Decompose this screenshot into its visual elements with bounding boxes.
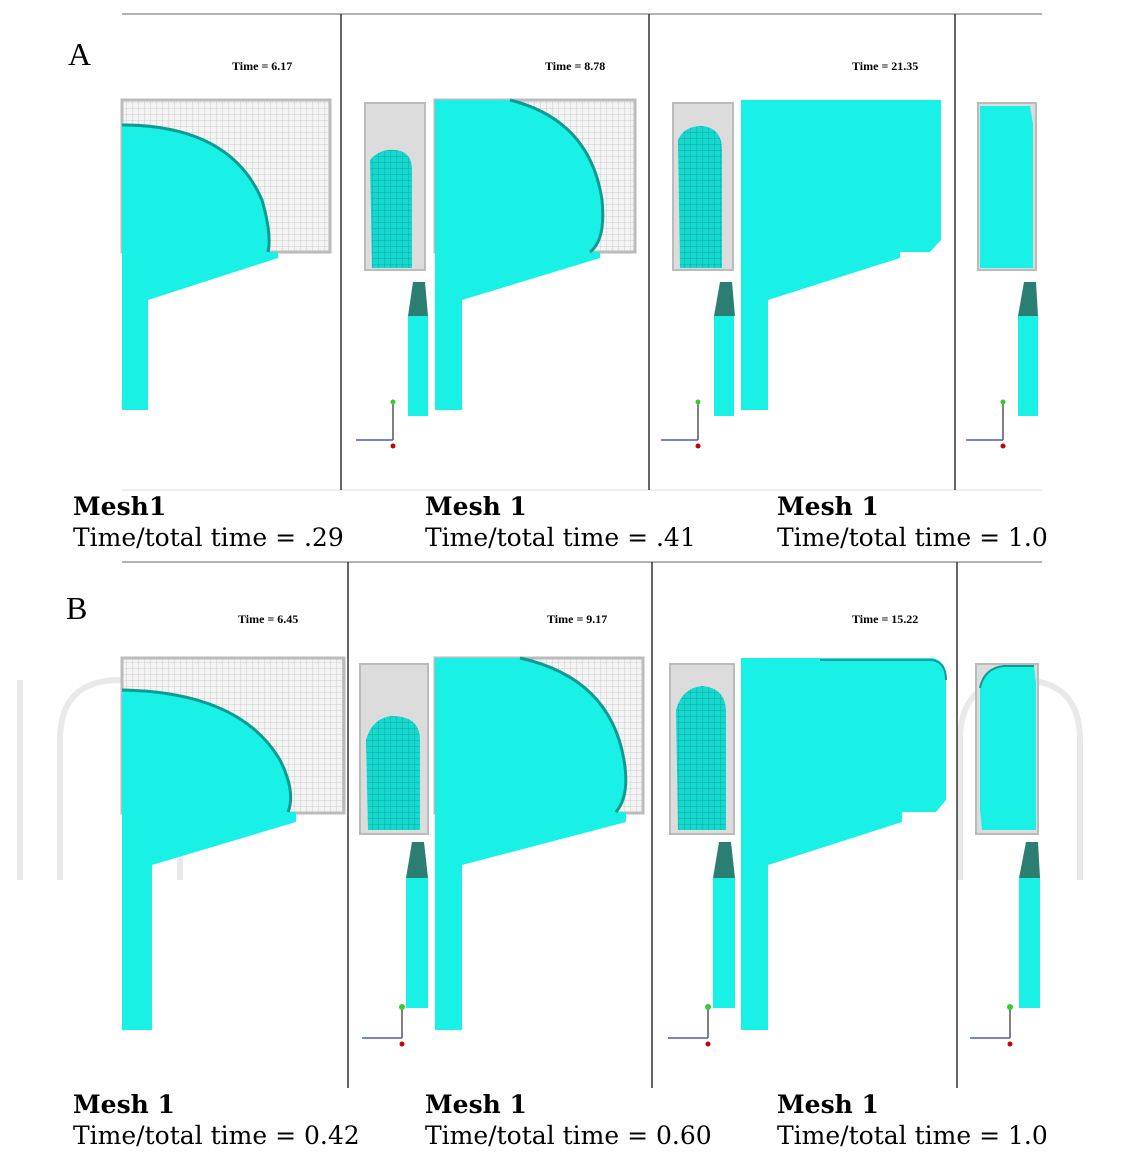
axis-triad-icon — [362, 1004, 405, 1047]
time-label: Time = 15.22 — [852, 612, 918, 626]
mold-cavity-side — [364, 102, 426, 271]
mold-cavity-side — [669, 663, 735, 835]
caption-time-ratio: Time/total time = .29 — [73, 522, 344, 552]
axis-triad-icon — [966, 399, 1006, 449]
mold-cavity-side — [975, 663, 1039, 835]
caption-time-ratio: Time/total time = 1.0 — [777, 522, 1048, 552]
feed-runner — [1018, 282, 1038, 416]
time-label: Time = 6.17 — [232, 59, 292, 73]
panel-label-b: B — [66, 590, 88, 626]
mold-cavity-side — [977, 102, 1037, 271]
fluid-front — [741, 658, 947, 1030]
simulation-strip-a: Time = 6.17 Time = 8.78 Time = 21.35 — [120, 13, 1042, 491]
figure-b: B Time = 6.45 Time = 9.17 Time = 15.22 — [0, 560, 1145, 1158]
feed-runner — [1019, 842, 1040, 1008]
caption-time-ratio: Time/total time = 0.60 — [425, 1120, 712, 1150]
caption-mesh: Mesh1 — [73, 492, 167, 521]
fluid-front — [121, 123, 278, 410]
mold-cavity-side — [672, 102, 734, 271]
time-label: Time = 6.45 — [238, 612, 298, 626]
caption-time-ratio: Time/total time = 0.42 — [73, 1120, 360, 1150]
mold-cavity-side — [359, 663, 429, 835]
frame-caption: Mesh 1 Time/total time = 1.0 — [777, 492, 1048, 553]
feed-runner — [714, 282, 735, 416]
time-label: Time = 21.35 — [852, 59, 918, 73]
time-label: Time = 8.78 — [545, 59, 605, 73]
axis-triad-icon — [356, 399, 396, 449]
frame-caption: Mesh 1 Time/total time = 0.42 — [73, 1090, 360, 1151]
feed-runner — [713, 842, 735, 1008]
caption-mesh: Mesh 1 — [425, 1090, 527, 1119]
axis-triad-icon — [668, 1004, 711, 1047]
frame-caption: Mesh 1 Time/total time = 1.0 — [777, 1090, 1048, 1151]
fluid-front — [435, 98, 605, 410]
axis-triad-icon — [970, 1004, 1013, 1047]
feed-runner — [408, 282, 428, 416]
time-label: Time = 9.17 — [547, 612, 607, 626]
caption-time-ratio: Time/total time = .41 — [425, 522, 696, 552]
feed-runner — [406, 842, 428, 1008]
simulation-strip-b: Time = 6.45 Time = 9.17 Time = 15.22 — [120, 561, 1042, 1088]
panel-label-a: A — [68, 36, 92, 72]
frame-caption: Mesh1 Time/total time = .29 — [73, 492, 344, 553]
caption-mesh: Mesh 1 — [777, 1090, 879, 1119]
caption-mesh: Mesh 1 — [777, 492, 879, 521]
fluid-front — [435, 656, 628, 1030]
fluid-front — [741, 100, 941, 410]
frame-caption: Mesh 1 Time/total time = .41 — [425, 492, 696, 553]
caption-mesh: Mesh 1 — [73, 1090, 175, 1119]
figure-a: A Time = 6.17 Time = 8.78 Time = 21.35 — [0, 0, 1145, 560]
frame-caption: Mesh 1 Time/total time = 0.60 — [425, 1090, 712, 1151]
axis-triad-icon — [661, 399, 701, 449]
caption-time-ratio: Time/total time = 1.0 — [777, 1120, 1048, 1150]
fluid-front — [121, 688, 296, 1030]
caption-mesh: Mesh 1 — [425, 492, 527, 521]
